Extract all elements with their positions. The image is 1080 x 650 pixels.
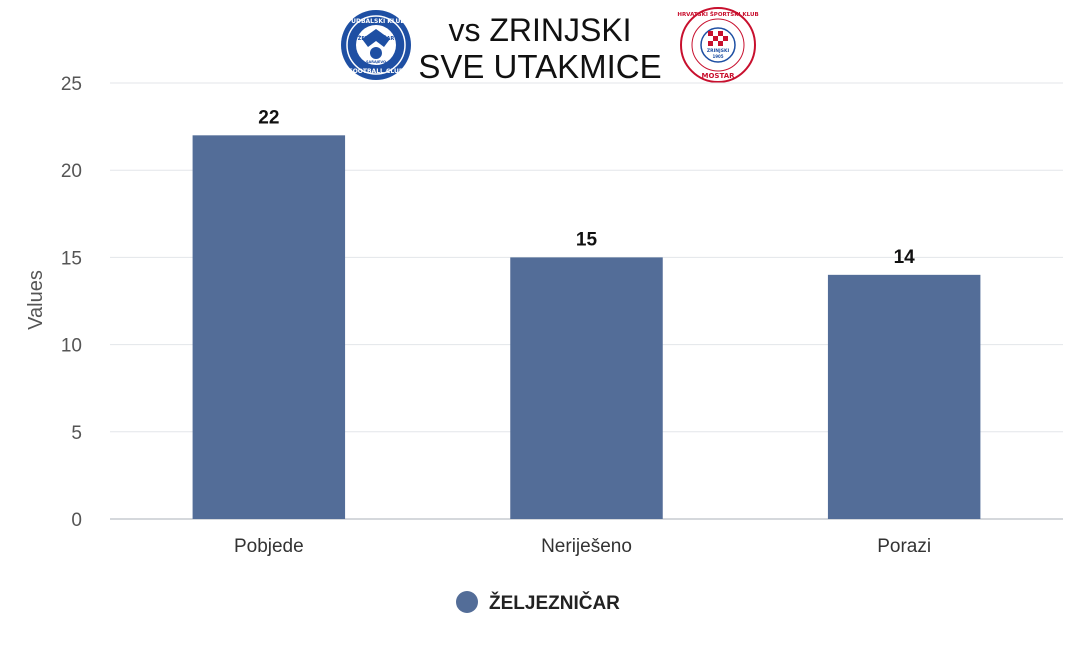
legend-marker (456, 591, 478, 613)
y-tick-label: 15 (61, 248, 82, 269)
y-tick-label: 10 (61, 336, 82, 357)
data-label: 22 (258, 107, 279, 128)
chart-title-line1: vs ZRINJSKI (448, 12, 632, 48)
data-label: 15 (576, 229, 598, 250)
x-tick-label: Pobjede (234, 536, 304, 557)
y-tick-labels: 0 5 10 15 20 25 (61, 74, 82, 531)
x-tick-label: Porazi (877, 536, 931, 557)
y-tick-label: 20 (61, 161, 82, 182)
legend[interactable]: ŽELJEZNIČAR (456, 591, 620, 614)
bar[interactable] (510, 257, 663, 519)
legend-label: ŽELJEZNIČAR (489, 592, 620, 614)
chart-title-line2: SVE UTAKMICE (418, 48, 662, 85)
crest-right-text-top: HRVATSKI ŠPORTSKI KLUB (677, 11, 758, 18)
y-axis-label: Values (25, 270, 47, 330)
y-tick-label: 5 (71, 423, 82, 444)
crest-left-text-bottom: FOOTBALL CLUB (349, 68, 404, 75)
bar[interactable] (192, 135, 346, 519)
crest-left-text-small: SARAJEVO (366, 60, 386, 64)
crest-left-text-mid: ŽELJEZNIČAR (358, 34, 395, 42)
crest-left-text-top: FUDBALSKI KLUB (347, 18, 405, 25)
y-tick-label: 25 (61, 74, 82, 95)
crest-right-text-bottom: MOSTAR (702, 72, 736, 80)
y-tick-label: 0 (71, 510, 82, 531)
data-label: 14 (894, 247, 916, 268)
bars (192, 135, 981, 519)
crest-right-text-mid: ZRINJSKI (707, 48, 730, 54)
x-tick-label: Neriješeno (541, 536, 632, 557)
zeljeznicar-crest-icon: FUDBALSKI KLUB ŽELJEZNIČAR SARAJEVO FOOT… (341, 10, 411, 80)
x-tick-labels: Pobjede Neriješeno Porazi (234, 536, 931, 557)
bar[interactable] (827, 274, 981, 519)
zrinjski-crest-icon: HRVATSKI ŠPORTSKI KLUB ZRINJSKI 1905 MOS… (677, 7, 759, 83)
crest-right-text-year: 1905 (712, 54, 723, 59)
data-labels: 22 15 14 (258, 107, 915, 268)
